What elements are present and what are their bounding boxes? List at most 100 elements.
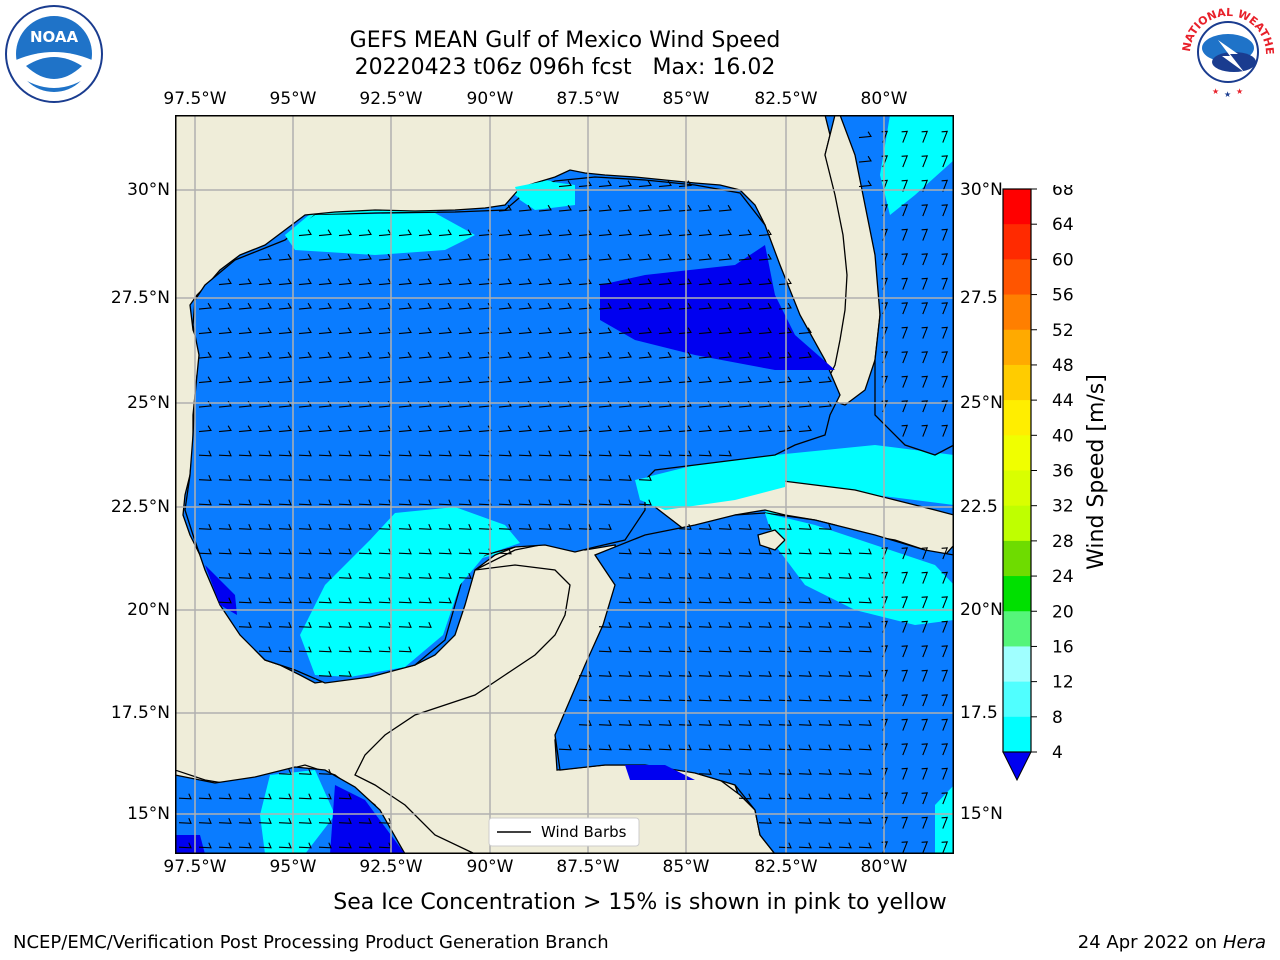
wind-barb bbox=[618, 719, 632, 726]
wind-barb bbox=[718, 229, 732, 237]
wind-barb bbox=[858, 155, 872, 163]
wind-barb bbox=[338, 793, 352, 800]
wind-barb bbox=[418, 474, 432, 481]
wind-barb bbox=[798, 621, 812, 628]
wind-barb bbox=[398, 499, 412, 506]
wind-barb bbox=[338, 621, 352, 628]
wind-barb bbox=[941, 424, 949, 437]
colorbar-cell bbox=[1003, 329, 1031, 366]
wind-barb bbox=[518, 278, 532, 286]
lat-label-left-3: 25°N bbox=[127, 393, 170, 413]
wind-barb bbox=[398, 376, 412, 384]
wind-barb bbox=[558, 425, 572, 433]
colorbar-cell bbox=[1003, 224, 1031, 260]
wind-barb bbox=[338, 523, 352, 530]
wind-barb bbox=[921, 743, 929, 756]
wind-barb bbox=[901, 302, 909, 315]
wind-barb bbox=[738, 351, 752, 359]
wind-barb bbox=[298, 842, 312, 849]
wind-barb bbox=[818, 793, 832, 800]
wind-barb bbox=[358, 572, 372, 579]
wind-barb bbox=[758, 351, 772, 359]
wind-barb bbox=[838, 842, 852, 849]
wind-barb bbox=[258, 302, 272, 310]
wind-barb bbox=[618, 474, 632, 481]
wind-barb bbox=[778, 695, 792, 702]
wind-barb bbox=[901, 375, 909, 388]
wind-barb bbox=[258, 646, 272, 653]
wind-barb bbox=[438, 327, 452, 335]
wind-barb bbox=[598, 719, 612, 726]
wind-barb bbox=[778, 817, 792, 824]
wind-barb bbox=[258, 278, 272, 286]
wind-barb bbox=[298, 523, 312, 530]
wind-barb bbox=[238, 499, 252, 506]
wind-barb bbox=[638, 572, 652, 579]
wind-barb bbox=[438, 572, 452, 579]
wind-barb bbox=[478, 229, 492, 237]
wind-barb bbox=[418, 572, 432, 579]
wind-barb bbox=[198, 523, 212, 530]
wind-barb bbox=[298, 817, 312, 824]
wind-barb bbox=[678, 719, 692, 726]
wind-barb bbox=[838, 572, 852, 579]
wind-barb bbox=[258, 572, 272, 579]
wind-barb bbox=[618, 278, 632, 286]
wind-barb bbox=[538, 351, 552, 359]
wind-barb bbox=[598, 180, 612, 188]
colorbar-cell bbox=[1003, 189, 1031, 225]
wind-barb bbox=[358, 646, 372, 653]
wind-barb bbox=[798, 842, 812, 849]
wind-barb bbox=[778, 327, 792, 335]
wind-barb bbox=[598, 450, 612, 457]
wind-barb bbox=[718, 646, 732, 653]
wind-barb bbox=[838, 646, 852, 653]
wind-barb bbox=[338, 670, 352, 677]
wind-barb bbox=[778, 351, 792, 359]
wind-barb bbox=[698, 548, 712, 555]
wind-barb bbox=[318, 474, 332, 481]
wind-barb bbox=[818, 548, 832, 555]
wind-barb bbox=[618, 695, 632, 702]
wind-barb bbox=[638, 597, 652, 604]
wind-barb bbox=[358, 351, 372, 359]
wind-barb bbox=[818, 572, 832, 579]
wind-barb bbox=[618, 548, 632, 555]
wind-barb bbox=[618, 744, 632, 751]
wind-barb bbox=[901, 179, 909, 192]
lon-label-bottom-8: 80°W bbox=[860, 857, 908, 877]
wind-barb bbox=[558, 278, 572, 286]
wind-barb bbox=[941, 816, 949, 829]
wind-barb bbox=[458, 253, 472, 261]
wind-barb bbox=[838, 621, 852, 628]
wind-barb bbox=[618, 450, 632, 457]
wind-barb bbox=[658, 204, 672, 212]
wind-barb bbox=[598, 204, 612, 212]
wind-barb bbox=[921, 302, 929, 315]
wind-barb bbox=[738, 302, 752, 310]
wind-barb bbox=[798, 744, 812, 751]
wind-barb bbox=[698, 204, 712, 212]
colorbar-tick-label: 36 bbox=[1052, 462, 1074, 482]
wind-barb bbox=[558, 351, 572, 359]
wind-barb bbox=[858, 695, 872, 702]
wind-barb bbox=[778, 768, 792, 775]
lat-label-left-4: 22.5°N bbox=[110, 497, 170, 517]
wind-barb bbox=[298, 768, 312, 775]
wind-barb bbox=[758, 253, 772, 261]
colorbar-tick-label: 20 bbox=[1052, 602, 1074, 622]
wind-barb bbox=[941, 375, 949, 388]
wind-barb bbox=[338, 278, 352, 286]
colorbar-tick-label: 52 bbox=[1052, 321, 1074, 341]
wind-barb bbox=[638, 646, 652, 653]
wind-barb bbox=[941, 228, 949, 241]
wind-barb bbox=[598, 670, 612, 677]
wind-barb bbox=[578, 351, 592, 359]
wind-barb bbox=[941, 596, 949, 609]
wind-barb bbox=[678, 302, 692, 310]
wind-barb bbox=[658, 670, 672, 677]
nws-logo: NATIONAL WEATHER SERVICE ★ ★ ★ bbox=[1178, 2, 1276, 99]
wind-barb bbox=[278, 817, 292, 824]
wind-barb bbox=[338, 376, 352, 384]
wind-barb bbox=[218, 817, 232, 824]
